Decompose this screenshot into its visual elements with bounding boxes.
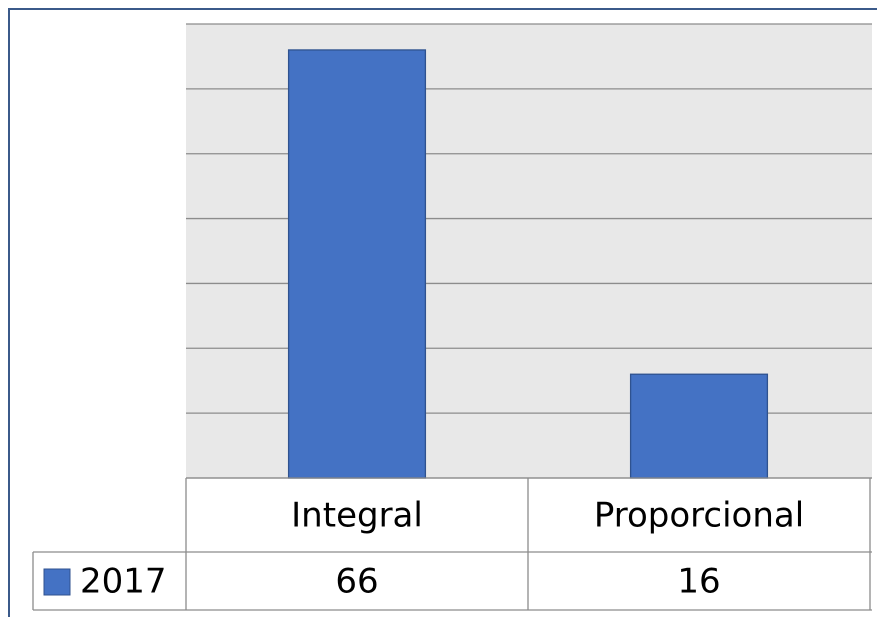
x-tick-label: Proporcional [594, 496, 804, 536]
bar [629, 373, 769, 479]
chart-border [8, 8, 877, 617]
legend-label: 2017 [80, 562, 167, 602]
bar [287, 49, 427, 479]
data-table-value: 16 [677, 562, 720, 602]
data-table-value: 66 [335, 562, 378, 602]
x-tick-label: Integral [291, 496, 423, 536]
legend-swatch [43, 568, 71, 596]
